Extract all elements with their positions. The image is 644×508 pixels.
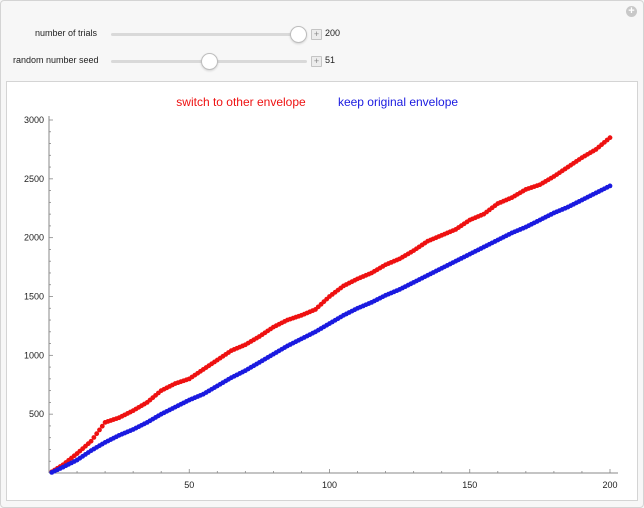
trials-value: 200: [325, 28, 341, 38]
trials-label: number of trials: [35, 28, 98, 38]
options-plus-icon[interactable]: +: [626, 6, 637, 17]
switch-point: [607, 135, 613, 141]
x-tick-label: 200: [602, 480, 617, 490]
trials-control: number of trials + 200: [1, 25, 421, 45]
y-tick-label: 2500: [24, 174, 44, 184]
y-tick-label: 2000: [24, 233, 44, 243]
legend-entry: switch to other envelope: [176, 95, 306, 109]
seed-control: random number seed + 51: [1, 52, 421, 72]
seed-expand-icon[interactable]: +: [311, 56, 322, 67]
x-tick-label: 150: [462, 480, 477, 490]
seed-value: 51: [325, 55, 336, 65]
y-tick-label: 3000: [24, 115, 44, 125]
trials-slider-track[interactable]: [111, 33, 307, 36]
seed-label: random number seed: [13, 55, 99, 65]
switch-point: [88, 438, 94, 444]
switch-point: [91, 435, 97, 440]
keep-point: [607, 183, 613, 189]
legend-entry: keep original envelope: [338, 95, 458, 109]
trials-expand-icon[interactable]: +: [311, 29, 322, 40]
y-tick-label: 1000: [24, 350, 44, 360]
envelope-chart: 50 100 150 200 500 1000 1500 2000 2500 3000 switch…: [24, 95, 618, 490]
seed-slider-thumb[interactable]: [201, 53, 218, 70]
x-tick-label: 100: [322, 480, 337, 490]
switch-point: [97, 427, 102, 433]
switch-point: [99, 423, 105, 429]
x-tick-label: 50: [184, 480, 194, 490]
switch-point: [94, 431, 100, 437]
trials-slider-thumb[interactable]: [290, 26, 307, 43]
plot-frame: 50 100 150 200 500 1000 1500 2000 2500 3000 switch…: [6, 81, 638, 501]
y-tick-label: 1500: [24, 292, 44, 302]
y-tick-label: 500: [29, 409, 44, 419]
